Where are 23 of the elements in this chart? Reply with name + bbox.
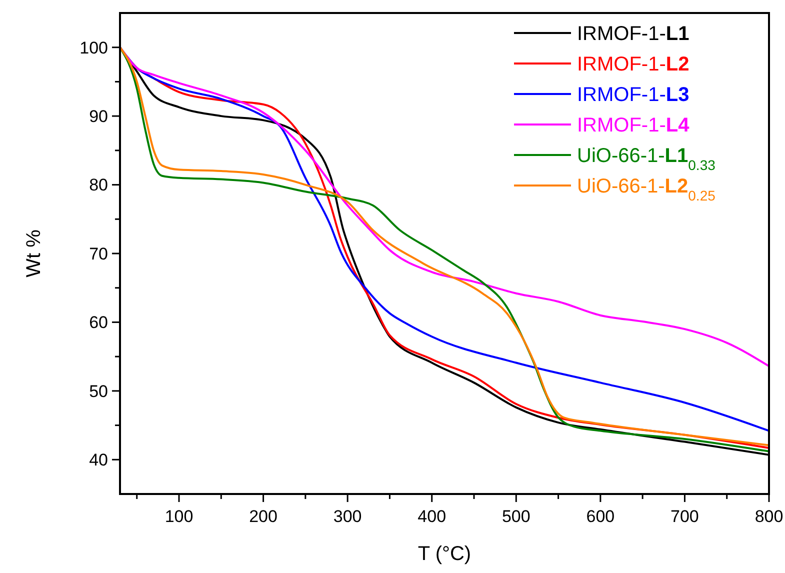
legend-label: IRMOF-1-L3 [577, 84, 690, 106]
legend-label: IRMOF-1-L1 [577, 23, 690, 45]
x-tick-label: 300 [333, 507, 362, 526]
y-tick-label: 50 [89, 382, 108, 401]
legend-label: IRMOF-1-L4 [577, 114, 690, 136]
x-tick-label: 500 [502, 507, 530, 526]
y-tick-label: 80 [89, 176, 108, 195]
x-tick-label: 600 [586, 507, 615, 526]
legend-label: UiO-66-1-L2$_{0.25}$ [577, 176, 716, 204]
x-tick-label: 700 [670, 507, 699, 526]
y-tick-label: 60 [89, 313, 108, 332]
legend-label: UiO-66-1-L1$_{0.33}$ [577, 145, 716, 173]
x-axis-title: T (°C) [418, 543, 472, 565]
x-tick-label: 100 [164, 507, 194, 526]
y-tick-label: 40 [89, 450, 108, 470]
x-tick-label: 800 [754, 507, 784, 526]
x-tick-label: 200 [249, 507, 278, 526]
y-tick-label: 70 [89, 244, 108, 264]
x-tick-label: 400 [418, 507, 446, 526]
y-axis-title: Wt % [23, 229, 45, 278]
y-tick-label: 100 [80, 38, 108, 58]
y-tick-label: 90 [89, 107, 108, 126]
legend-label: IRMOF-1-L2 [577, 54, 690, 76]
